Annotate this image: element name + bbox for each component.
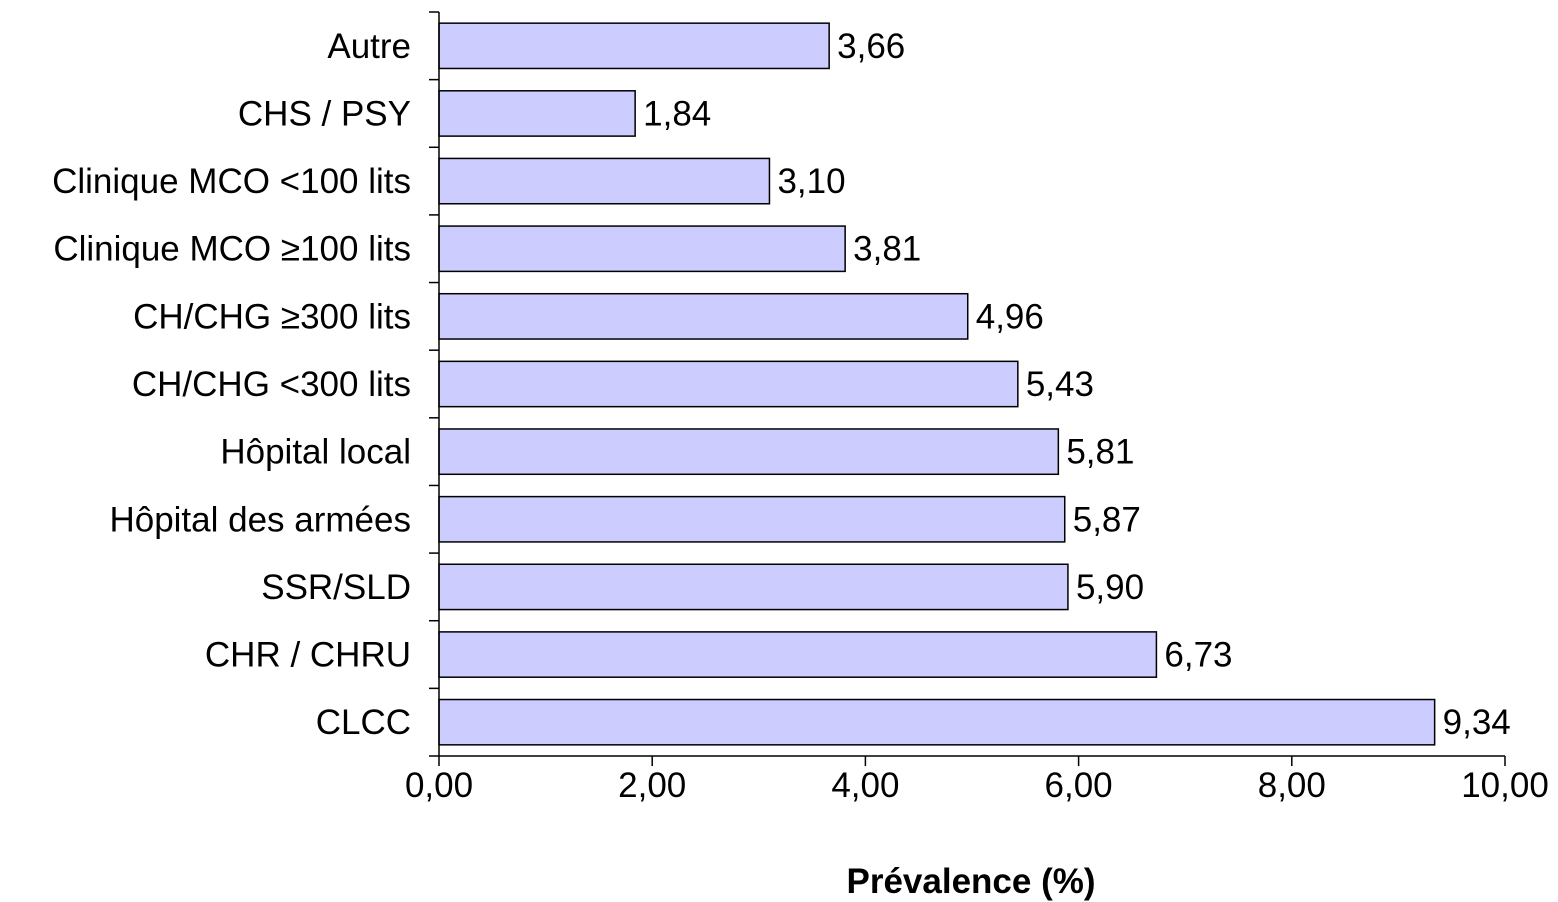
bar-6 <box>438 428 1060 476</box>
category-label: CH/CHG ≥300 lits <box>133 297 411 336</box>
value-label: 1,84 <box>643 94 711 133</box>
category-label: Clinique MCO ≥100 lits <box>53 230 411 269</box>
bar-5 <box>438 360 1019 408</box>
category-label: CHS / PSY <box>238 94 411 133</box>
category-label: Autre <box>327 27 411 66</box>
x-tick-label: 6,00 <box>1045 766 1113 805</box>
value-label: 5,87 <box>1073 500 1141 539</box>
bar-7 <box>438 495 1066 543</box>
bar-4 <box>438 292 969 340</box>
category-label: CLCC <box>316 703 411 742</box>
bar-9 <box>438 631 1158 678</box>
category-label: Hôpital local <box>220 433 411 472</box>
value-label: 5,90 <box>1076 568 1144 607</box>
x-axis: 0,00 2,00 4,00 6,00 8,00 10,00 <box>405 755 1549 805</box>
bar-2 <box>438 157 771 205</box>
value-label: 3,81 <box>853 230 921 269</box>
value-label: 3,10 <box>777 162 845 201</box>
bar-0 <box>438 22 830 70</box>
bar-10 <box>438 698 1436 746</box>
category-label: Clinique MCO <100 lits <box>52 162 411 201</box>
category-labels: Autre CHS / PSY Clinique MCO <100 lits Clin… <box>52 27 411 742</box>
category-label: CH/CHG <300 lits <box>132 365 411 404</box>
x-tick-label: 10,00 <box>1461 766 1549 805</box>
bar-1 <box>438 90 636 137</box>
category-label: SSR/SLD <box>261 568 411 607</box>
category-label: CHR / CHRU <box>205 636 411 675</box>
bar-8 <box>438 563 1069 611</box>
value-labels: 3,66 1,84 3,103,81 4,96 5,43 5,81 5,87 5,90 6,73… <box>643 27 1511 742</box>
x-tick-label: 8,00 <box>1258 766 1326 805</box>
value-label: 9,34 <box>1443 703 1511 742</box>
value-label: 3,66 <box>837 27 905 66</box>
x-tick-label: 0,00 <box>405 766 473 805</box>
category-label: Hôpital des armées <box>109 500 411 539</box>
x-axis-title: Prévalence (%) <box>846 862 1095 901</box>
bar-3 <box>438 225 846 273</box>
x-tick-label: 2,00 <box>618 766 686 805</box>
bars-group <box>438 22 1436 746</box>
value-label: 4,96 <box>976 297 1044 336</box>
x-tick-label: 4,00 <box>831 766 899 805</box>
value-label: 5,81 <box>1066 433 1134 472</box>
value-label: 6,73 <box>1164 636 1232 675</box>
y-axis <box>429 11 440 757</box>
value-label: 5,43 <box>1026 365 1094 404</box>
